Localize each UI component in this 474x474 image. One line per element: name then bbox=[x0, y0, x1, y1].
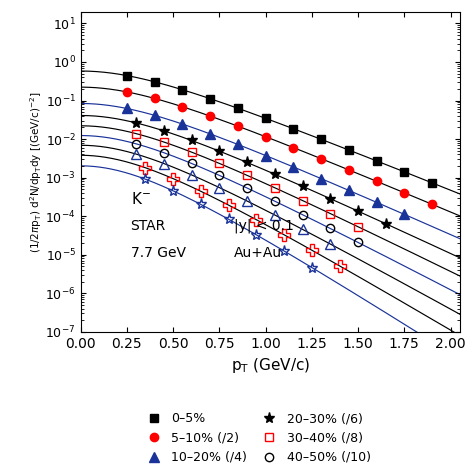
Text: Au+Au: Au+Au bbox=[234, 246, 282, 260]
X-axis label: p$_{\rm T}$ (GeV/c): p$_{\rm T}$ (GeV/c) bbox=[230, 356, 310, 375]
Text: STAR: STAR bbox=[130, 219, 166, 233]
Y-axis label: (1/2$\pi$p$_{\rm T}$) d$^{2}$N/dp$_{\rm T}$dy [(GeV/c)$^{-2}$]: (1/2$\pi$p$_{\rm T}$) d$^{2}$N/dp$_{\rm … bbox=[28, 91, 44, 253]
Text: K$^{-}$: K$^{-}$ bbox=[130, 191, 150, 207]
Text: 7.7 GeV: 7.7 GeV bbox=[130, 246, 185, 260]
Text: |y| < 0.1: |y| < 0.1 bbox=[234, 219, 294, 233]
Legend: 0–5%, 5–10% (/2), 10–20% (/4), 20–30% (/6), 30–40% (/8), 40–50% (/10): 0–5%, 5–10% (/2), 10–20% (/4), 20–30% (/… bbox=[137, 409, 374, 468]
